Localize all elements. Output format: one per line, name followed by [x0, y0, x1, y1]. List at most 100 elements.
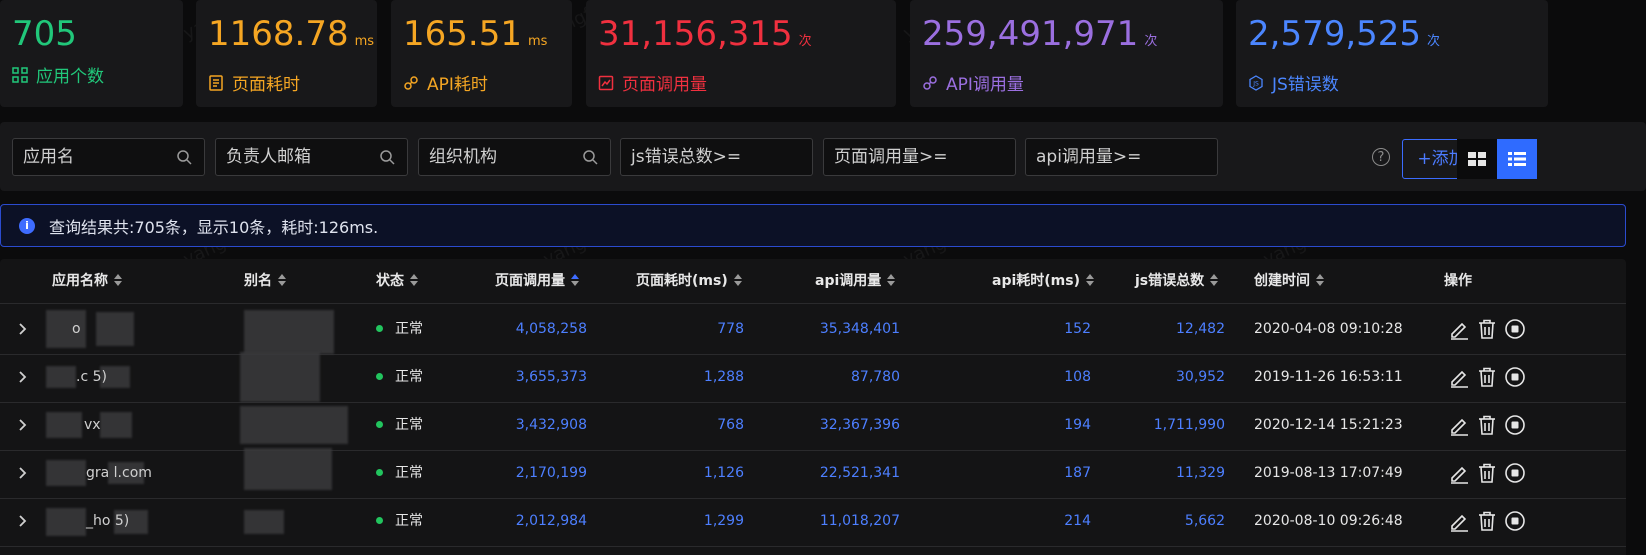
- created-time-cell: 2020-12-14 15:21:23: [1254, 417, 1403, 433]
- card-view-icon: [1468, 152, 1486, 166]
- chart-icon: [598, 75, 614, 90]
- sort-icon[interactable]: [410, 274, 418, 286]
- sort-icon[interactable]: [278, 274, 286, 286]
- api-calls-min-input[interactable]: api调用量>=: [1025, 138, 1218, 176]
- list-view-button[interactable]: [1497, 139, 1537, 179]
- edit-icon[interactable]: [1448, 318, 1470, 340]
- stop-icon[interactable]: [1504, 414, 1526, 436]
- stop-icon[interactable]: [1504, 318, 1526, 340]
- header-status[interactable]: 状态: [376, 259, 418, 303]
- search-icon[interactable]: [176, 149, 192, 165]
- delete-icon[interactable]: [1476, 510, 1498, 532]
- status-cell: 正常: [376, 304, 423, 354]
- result-banner: i 查询结果共:705条，显示10条，耗时:126ms.: [0, 204, 1626, 247]
- sort-icon[interactable]: [1316, 274, 1324, 286]
- header-alias[interactable]: 别名: [244, 259, 286, 303]
- stat-unit: 次: [1427, 34, 1441, 49]
- app-name-cell[interactable]: o: [72, 321, 81, 337]
- expand-chevron-icon[interactable]: [18, 467, 28, 479]
- header-page-calls[interactable]: 页面调用量: [495, 259, 579, 303]
- stat-value: 1168.78: [208, 14, 349, 54]
- delete-icon[interactable]: [1476, 366, 1498, 388]
- delete-icon[interactable]: [1476, 318, 1498, 340]
- sort-icon[interactable]: [887, 274, 896, 286]
- created-time-cell: 2019-08-13 17:07:49: [1254, 465, 1403, 481]
- org-search-input[interactable]: 组织机构: [418, 138, 611, 176]
- status-dot: [376, 468, 383, 476]
- app-name-cell[interactable]: gra l.com: [86, 465, 152, 481]
- table-row: o 正常 4,058,258 778 35,348,401 152 12,482…: [0, 304, 1626, 355]
- page-time-cell: 1,126: [703, 465, 744, 481]
- stop-icon[interactable]: [1504, 510, 1526, 532]
- header-api-time[interactable]: api耗时(ms): [992, 259, 1094, 303]
- redaction-mask: [244, 310, 334, 354]
- delete-icon[interactable]: [1476, 462, 1498, 484]
- sort-desc-icon[interactable]: [571, 274, 579, 286]
- stop-icon[interactable]: [1504, 462, 1526, 484]
- header-app-name[interactable]: 应用名称: [52, 259, 122, 303]
- sort-icon[interactable]: [1086, 274, 1094, 286]
- sort-icon[interactable]: [1210, 274, 1219, 286]
- stat-card-page-calls: 31,156,315 次 页面调用量: [586, 0, 896, 107]
- sort-icon[interactable]: [114, 274, 122, 286]
- redaction-mask: [46, 412, 82, 438]
- page-calls-cell: 4,058,258: [515, 321, 587, 337]
- app-name-search-input[interactable]: 应用名: [12, 138, 205, 176]
- app-name-cell[interactable]: vx: [84, 417, 101, 433]
- delete-icon[interactable]: [1476, 414, 1498, 436]
- table-header: 应用名称 别名 状态 页面调用量 页面耗时(ms) api调用量 api耗时(m…: [0, 259, 1626, 304]
- search-icon[interactable]: [379, 149, 395, 165]
- api-calls-cell: 32,367,396: [819, 417, 900, 433]
- js-errors-min-input[interactable]: js错误总数>=: [620, 138, 813, 176]
- expand-chevron-icon[interactable]: [18, 323, 28, 335]
- app-name-cell[interactable]: _ho 5): [86, 513, 130, 529]
- edit-icon[interactable]: [1448, 414, 1470, 436]
- info-icon: i: [19, 217, 35, 234]
- js-errors-cell: 11,329: [1176, 465, 1225, 481]
- created-time-cell: 2020-04-08 09:10:28: [1254, 321, 1403, 337]
- redaction-mask: [46, 310, 86, 348]
- sort-icon[interactable]: [733, 274, 742, 286]
- edit-icon[interactable]: [1448, 462, 1470, 484]
- edit-icon[interactable]: [1448, 366, 1470, 388]
- app-name-cell[interactable]: .c 5): [76, 369, 107, 385]
- header-page-time[interactable]: 页面耗时(ms): [636, 259, 742, 303]
- stat-label: 页面耗时: [232, 75, 300, 95]
- table-row: gra l.com 正常 2,170,199 1,126 22,521,341 …: [0, 448, 1626, 499]
- stat-card-js-errors: 2,579,525 次 JS JS错误数: [1236, 0, 1548, 107]
- stop-icon[interactable]: [1504, 366, 1526, 388]
- help-icon[interactable]: ?: [1372, 148, 1390, 166]
- card-view-button[interactable]: [1457, 139, 1497, 179]
- stat-value: 705: [12, 14, 77, 54]
- header-js-errors[interactable]: js错误总数: [1135, 259, 1219, 303]
- redaction-mask: [46, 508, 86, 536]
- page-calls-min-input[interactable]: 页面调用量>=: [823, 138, 1016, 176]
- expand-chevron-icon[interactable]: [18, 515, 28, 527]
- list-view-icon: [1508, 152, 1526, 166]
- header-created[interactable]: 创建时间: [1254, 259, 1324, 303]
- expand-chevron-icon[interactable]: [18, 371, 28, 383]
- api-calls-cell: 11,018,207: [819, 513, 900, 529]
- api-time-cell: 214: [1064, 513, 1091, 529]
- edit-icon[interactable]: [1448, 510, 1470, 532]
- header-actions: 操作: [1444, 273, 1472, 289]
- page-time-cell: 768: [717, 417, 744, 433]
- stat-label: API调用量: [946, 75, 1024, 95]
- status-cell: 正常: [376, 496, 423, 546]
- stat-value: 31,156,315: [598, 14, 793, 54]
- redaction-mask: [46, 366, 76, 388]
- api-time-cell: 108: [1064, 369, 1091, 385]
- api-time-cell: 194: [1064, 417, 1091, 433]
- header-api-calls[interactable]: api调用量: [815, 259, 896, 303]
- created-time-cell: 2019-11-26 16:53:11: [1254, 369, 1403, 385]
- status-cell: 正常: [376, 448, 423, 498]
- search-icon[interactable]: [582, 149, 598, 165]
- table-row: .c 5) 正常 3,655,373 1,288 87,780 108 30,9…: [0, 352, 1626, 403]
- api-time-cell: 187: [1064, 465, 1091, 481]
- expand-chevron-icon[interactable]: [18, 419, 28, 431]
- owner-email-search-input[interactable]: 负责人邮箱: [215, 138, 408, 176]
- redaction-mask: [100, 366, 130, 388]
- redaction-mask: [240, 406, 348, 444]
- page-time-cell: 1,299: [703, 513, 744, 529]
- redaction-mask: [108, 462, 144, 484]
